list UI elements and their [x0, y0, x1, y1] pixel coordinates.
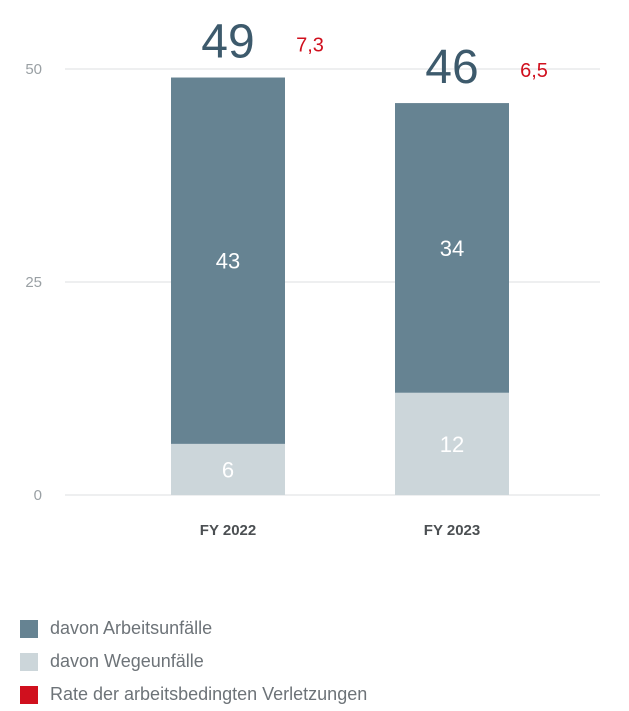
rate-label-1: 7,3	[296, 35, 324, 57]
legend-item-rate: Rate der arbeitsbedingten Verletzungen	[20, 678, 367, 711]
legend-item-wegeunfaelle: davon Wegeunfälle	[20, 645, 367, 678]
legend-label-arbeitsunfaelle: davon Arbeitsunfälle	[50, 618, 213, 638]
y-tick-label-50: 50	[25, 61, 42, 78]
total-label-1: 49	[201, 16, 254, 69]
legend-label-rate: Rate der arbeitsbedingten Verletzungen	[50, 684, 368, 704]
bar-wegeunfaelle-2	[395, 392, 509, 495]
bar-arbeitsunfaelle-2	[395, 103, 509, 393]
legend-item-arbeitsunfaelle: davon Arbeitsunfälle	[20, 612, 367, 645]
legend-swatch-wegeunfaelle	[20, 652, 38, 671]
legend-swatch-arbeitsunfaelle	[20, 619, 38, 638]
data-label-arbeitsunfaelle-2: 34	[440, 236, 464, 261]
data-label-wegeunfaelle-2: 12	[440, 432, 464, 457]
legend-label-wegeunfaelle: davon Wegeunfälle	[50, 651, 204, 671]
total-label-2: 46	[425, 41, 478, 94]
category-label-1: FY 2022	[200, 522, 256, 539]
stacked-bar-chart: 0 25 50 6 43 49 7,3 FY 2022 12 34 46 6,5 FY 2023	[25, 16, 600, 539]
y-tick-label-0: 0	[34, 487, 42, 504]
bar-arbeitsunfaelle-1	[171, 77, 285, 444]
data-label-arbeitsunfaelle-1: 43	[216, 249, 240, 274]
data-label-wegeunfaelle-1: 6	[222, 457, 234, 482]
legend: davon Arbeitsunfälle davon Wegeunfälle R…	[20, 612, 367, 711]
y-tick-label-25: 25	[25, 274, 42, 291]
legend-swatch-rate	[20, 685, 38, 704]
category-label-2: FY 2023	[424, 522, 480, 539]
rate-label-2: 6,5	[520, 60, 548, 82]
bar-wegeunfaelle-1	[171, 443, 285, 495]
